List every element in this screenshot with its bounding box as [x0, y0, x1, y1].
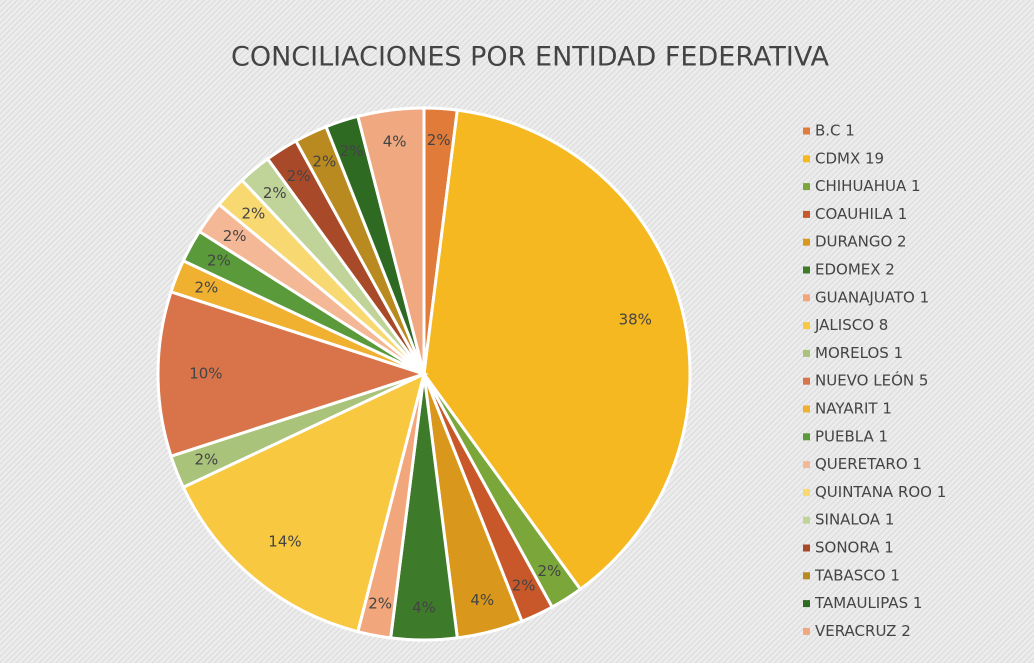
- legend-swatch: [803, 210, 810, 218]
- legend-swatch: [803, 461, 810, 469]
- legend-swatch: [803, 405, 810, 413]
- pie-slice: [356, 106, 426, 375]
- legend-swatch: [803, 349, 810, 357]
- legend-label: NAYARIT 1: [815, 400, 892, 418]
- data-label: 2%: [223, 227, 247, 245]
- legend-label: QUERETARO 1: [815, 455, 922, 473]
- legend-label: EDOMEX 2: [815, 261, 895, 279]
- data-label: 2%: [312, 153, 336, 171]
- data-label: 4%: [383, 132, 407, 150]
- legend-label: CHIHUAHUA 1: [815, 177, 921, 195]
- data-label: 2%: [427, 131, 451, 149]
- legend-label: TABASCO 1: [814, 566, 900, 584]
- data-label: 2%: [194, 451, 218, 469]
- data-label: 2%: [512, 576, 536, 594]
- legend-label: SONORA 1: [815, 539, 894, 557]
- data-label: 2%: [287, 167, 311, 185]
- data-label: 2%: [241, 204, 265, 222]
- legend-label: TAMAULIPAS 1: [814, 594, 922, 612]
- legend-swatch: [803, 488, 810, 496]
- legend-swatch: [803, 127, 810, 135]
- legend-label: GUANAJUATO 1: [815, 288, 929, 306]
- legend-label: NUEVO LEÓN 5: [815, 371, 928, 390]
- legend-swatch: [803, 238, 810, 246]
- data-label: 4%: [470, 591, 494, 609]
- legend-label: VERACRUZ 2: [815, 622, 911, 640]
- legend-label: B.C 1: [815, 122, 855, 140]
- legend-label: MORELOS 1: [815, 344, 903, 362]
- legend-swatch: [803, 433, 810, 441]
- data-label: 2%: [194, 278, 218, 296]
- data-label: 2%: [340, 142, 364, 160]
- legend-swatch: [803, 155, 810, 163]
- pie-slice: [422, 108, 692, 592]
- legend-swatch: [803, 294, 810, 302]
- chart-title: CONCILIACIONES POR ENTIDAD FEDERATIVA: [231, 42, 830, 73]
- legend-label: JALISCO 8: [814, 316, 888, 334]
- data-label: 2%: [263, 184, 287, 202]
- data-label: 14%: [268, 533, 301, 551]
- legend-swatch: [803, 572, 810, 580]
- legend-label: COAUHILA 1: [815, 205, 907, 223]
- data-label: 38%: [619, 310, 652, 328]
- legend-swatch: [803, 544, 810, 552]
- legend-swatch: [803, 377, 810, 385]
- pie-slice: [156, 289, 429, 459]
- legend-label: DURANGO 2: [815, 233, 907, 251]
- legend-swatch: [803, 516, 810, 524]
- legend-swatch: [803, 627, 810, 635]
- data-label: 10%: [189, 365, 222, 383]
- pie-slice: [181, 371, 427, 634]
- legend-label: PUEBLA 1: [815, 427, 888, 445]
- legend-label: QUINTANA ROO 1: [815, 483, 946, 501]
- data-label: 2%: [538, 562, 562, 580]
- legend-swatch: [803, 322, 810, 330]
- data-label: 2%: [207, 252, 231, 270]
- legend-swatch: [803, 600, 810, 608]
- legend-swatch: [803, 183, 810, 191]
- data-label: 4%: [412, 599, 436, 617]
- legend-swatch: [803, 266, 810, 274]
- data-label: 2%: [368, 594, 392, 612]
- legend-label: SINALOA 1: [815, 511, 894, 529]
- legend-label: CDMX 19: [815, 149, 884, 167]
